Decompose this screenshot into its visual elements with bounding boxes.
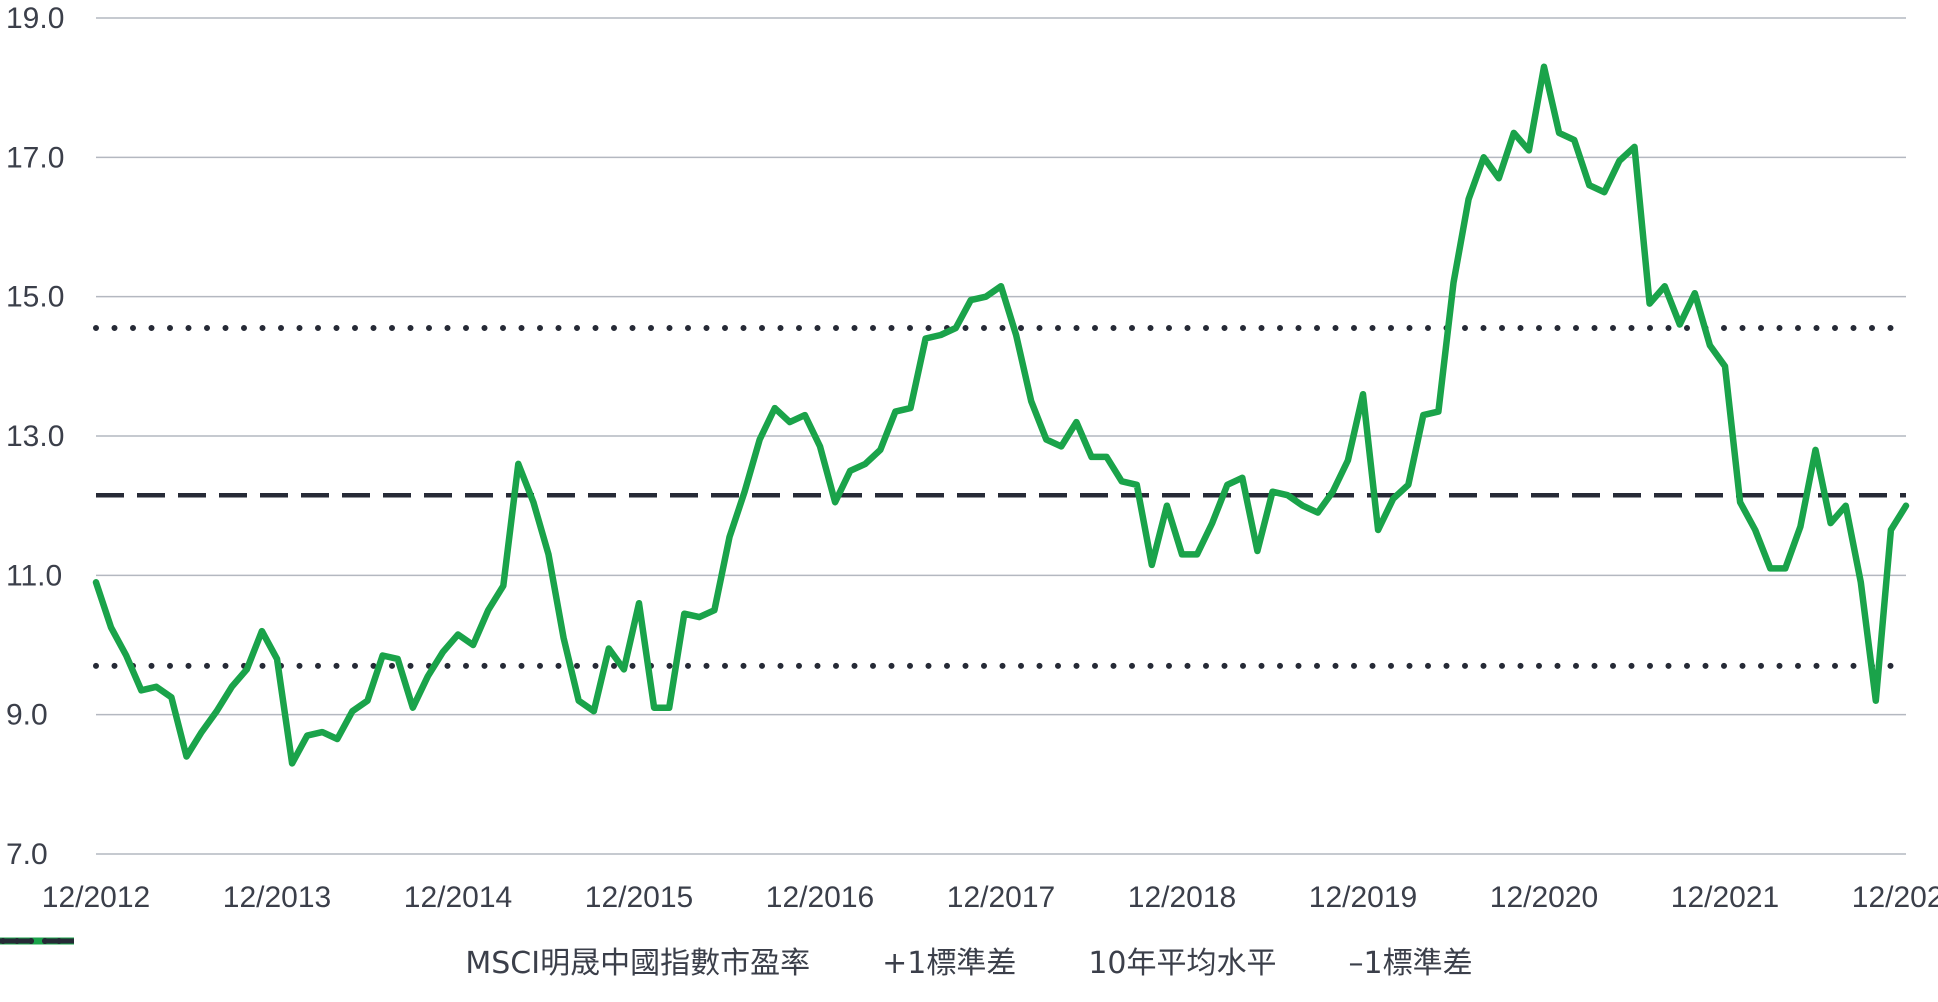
x-tick-label-7: 12/2019 xyxy=(1309,881,1417,914)
x-tick-label-5: 12/2017 xyxy=(947,881,1055,914)
line-chart: 7.0 9.0 11.0 13.0 15.0 17.0 19.0 12/2012 12/2013… xyxy=(6,2,1938,914)
legend: MSCI明晟中國指數市盈率 +1標準差 10年平均水平 –1標準差 xyxy=(0,935,1938,985)
x-tick-label-0: 12/2012 xyxy=(42,881,150,914)
y-tick-label-6: 19.0 xyxy=(6,2,64,35)
series-line-pe-ratio xyxy=(92,63,1910,767)
y-tick-label-0: 7.0 xyxy=(6,838,48,871)
x-tick-label-1: 12/2013 xyxy=(223,881,331,914)
y-tick-label-3: 13.0 xyxy=(6,420,64,453)
y-tick-label-2: 11.0 xyxy=(6,559,62,592)
x-tick-label-8: 12/2020 xyxy=(1490,881,1598,914)
legend-label-minus-sd: –1標準差 xyxy=(1348,946,1473,981)
x-tick-label-6: 12/2018 xyxy=(1128,881,1236,914)
legend-item-plus-sd: +1標準差 xyxy=(0,938,1017,982)
x-tick-label-4: 12/2016 xyxy=(766,881,874,914)
legend-label-series: MSCI明晟中國指數市盈率 xyxy=(465,946,811,981)
x-tick-label-9: 12/2021 xyxy=(1671,881,1779,914)
x-tick-label-10: 12/2022 xyxy=(1852,881,1938,914)
x-tick-label-3: 12/2015 xyxy=(585,881,693,914)
x-tick-label-2: 12/2014 xyxy=(404,881,512,914)
dotted-line-swatch xyxy=(0,938,74,944)
y-tick-label-4: 15.0 xyxy=(6,281,64,314)
y-tick-label-1: 9.0 xyxy=(6,699,48,732)
y-tick-label-5: 17.0 xyxy=(6,141,64,174)
legend-item-mean: 10年平均水平 xyxy=(0,938,1277,982)
legend-label-plus-sd: +1標準差 xyxy=(882,946,1017,981)
legend-label-mean: 10年平均水平 xyxy=(1088,946,1277,981)
legend-item-series: MSCI明晟中國指數市盈率 xyxy=(0,937,811,982)
legend-item-minus-sd: –1標準差 xyxy=(0,938,1473,982)
